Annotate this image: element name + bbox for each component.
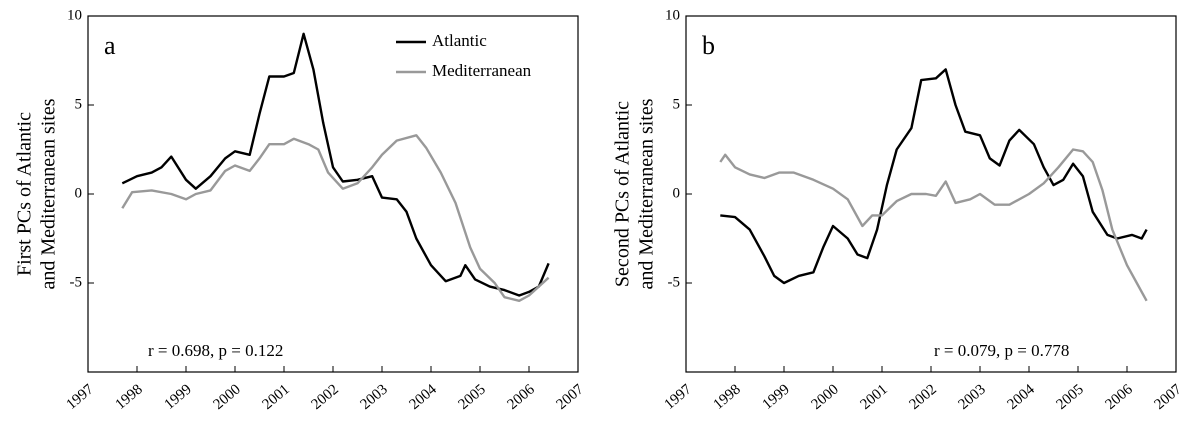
x-tick-label: 1998	[113, 381, 146, 413]
panel-label: b	[702, 31, 715, 60]
y-tick-label: -5	[668, 274, 681, 290]
x-tick-label: 1999	[760, 381, 793, 413]
legend-label: Mediterranean	[432, 61, 532, 80]
y-tick-label: 10	[67, 7, 82, 23]
y-tick-label: 0	[673, 185, 681, 201]
y-axis-label: First PCs of Atlantic	[14, 112, 36, 276]
x-tick-label: 1998	[711, 381, 744, 413]
x-tick-label: 2000	[809, 381, 842, 413]
y-axis-label: and Mediterranean sites	[38, 98, 60, 289]
x-tick-label: 2004	[407, 381, 441, 413]
x-tick-label: 2002	[309, 381, 342, 413]
y-axis-label: Second PCs of Atlantic	[612, 101, 634, 287]
x-tick-label: 2001	[858, 381, 891, 413]
y-tick-label: 0	[75, 185, 83, 201]
x-tick-label: 1997	[662, 381, 696, 413]
stats-annotation: r = 0.079, p = 0.778	[934, 341, 1069, 360]
x-tick-label: 1999	[162, 381, 195, 413]
panel-label: a	[104, 31, 116, 60]
x-tick-label: 2002	[907, 381, 940, 413]
legend-label: Atlantic	[432, 31, 487, 50]
y-tick-label: 10	[665, 7, 680, 23]
x-tick-label: 2007	[1152, 381, 1186, 413]
y-tick-label: -5	[70, 274, 83, 290]
data-line	[121, 32, 550, 297]
data-line	[720, 68, 1148, 285]
stats-annotation: r = 0.698, p = 0.122	[148, 341, 283, 360]
data-line	[719, 148, 1148, 302]
x-tick-label: 1997	[64, 381, 98, 413]
x-tick-label: 2003	[956, 381, 989, 413]
x-tick-label: 2001	[260, 381, 293, 413]
x-tick-label: 2000	[211, 381, 244, 413]
x-tick-label: 2004	[1005, 381, 1039, 413]
x-tick-label: 2003	[358, 381, 391, 413]
x-tick-label: 2007	[554, 381, 588, 413]
data-line	[121, 134, 550, 302]
x-tick-label: 2005	[1054, 381, 1087, 413]
y-tick-label: 5	[673, 96, 681, 112]
x-tick-label: 2005	[456, 381, 489, 413]
y-axis-label: and Mediterranean sites	[636, 98, 658, 289]
x-tick-label: 2006	[505, 381, 539, 413]
y-tick-label: 5	[75, 96, 83, 112]
x-tick-label: 2006	[1103, 381, 1137, 413]
